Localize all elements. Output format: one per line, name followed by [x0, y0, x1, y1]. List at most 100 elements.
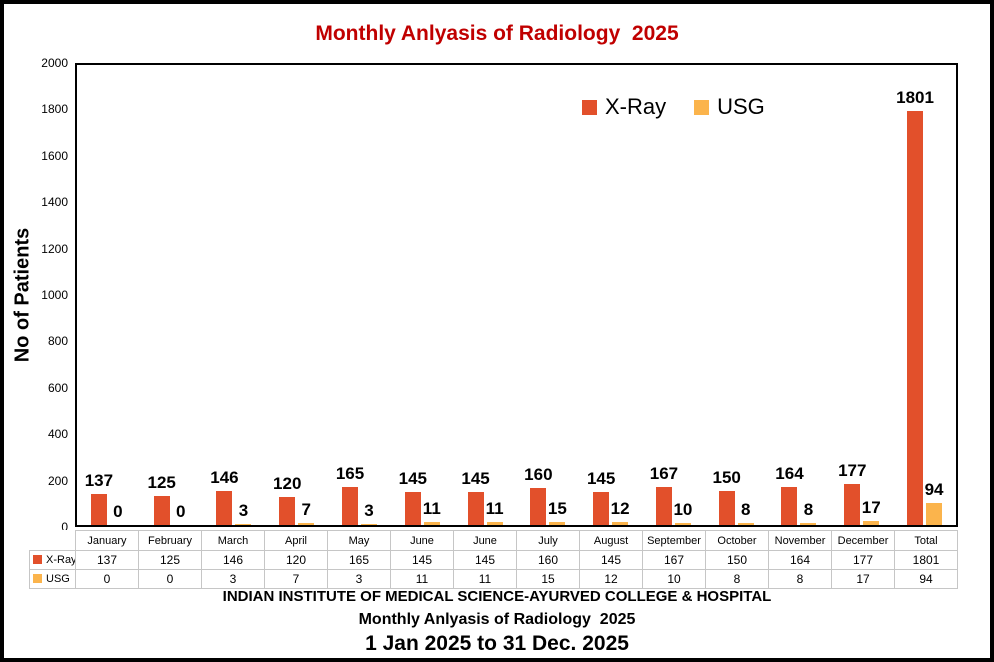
bar-data-label: 15 — [547, 498, 567, 518]
category-august-8: 145 12 — [579, 65, 642, 525]
xray-bar: 160 — [524, 466, 553, 525]
value-cell: 145 — [579, 550, 643, 570]
xray-bar: 150 — [713, 469, 741, 525]
bar-data-label: 164 — [775, 464, 804, 484]
usg-bar: 7 — [298, 501, 315, 525]
usg-table-row: USG 0 0 3 7 3 11 11 15 12 10 8 8 17 94 — [29, 569, 958, 589]
series-row-header: X-Ray — [29, 550, 76, 570]
usg-bar: 17 — [862, 499, 881, 525]
value-cell: 1801 — [894, 550, 958, 570]
y-tick-label: 1600 — [41, 148, 68, 163]
value-cell: 137 — [75, 550, 139, 570]
y-tick-label: 0 — [61, 520, 68, 534]
category-march-2: 146 3 — [203, 65, 266, 525]
bar-data-label: 146 — [210, 468, 239, 488]
bar-data-label: 94 — [924, 480, 944, 500]
xray-bar: 177 — [838, 462, 866, 525]
usg-bar: 11 — [423, 500, 441, 525]
bar-data-label: 125 — [147, 473, 176, 493]
value-cell: 17 — [831, 569, 895, 589]
legend: X-Ray USG — [582, 96, 765, 118]
value-cell: 3 — [201, 569, 265, 589]
value-cell: 7 — [264, 569, 328, 589]
bar-data-label: 7 — [301, 500, 311, 520]
bar-data-label: 150 — [712, 467, 741, 487]
xray-bar: 165 — [336, 465, 364, 525]
legend-item-usg: USG — [694, 96, 765, 118]
bar-data-label: 10 — [673, 499, 693, 519]
value-cell: 145 — [390, 550, 454, 570]
value-cell: 0 — [75, 569, 139, 589]
xray-bar: 145 — [461, 470, 490, 525]
xray-bar: 137 — [85, 472, 113, 525]
category-february-1: 125 0 — [140, 65, 203, 525]
category-april-3: 120 7 — [265, 65, 328, 525]
bar-data-label: 11 — [485, 499, 504, 519]
months-row: January February March April May June June July… — [30, 530, 958, 551]
value-cell: 8 — [705, 569, 769, 589]
xray-bar: 125 — [147, 474, 176, 525]
y-tick-label: 1400 — [41, 195, 68, 210]
bar-data-label: 120 — [273, 474, 302, 494]
bar-data-label: 145 — [586, 468, 616, 488]
xray-bar: 146 — [210, 469, 239, 525]
xray-bar: 1801 — [896, 89, 934, 525]
bar-data-label: 11 — [422, 499, 441, 519]
bar-data-label: 145 — [461, 468, 490, 488]
y-tick-label: 400 — [47, 427, 68, 442]
category-july-7: 160 15 — [516, 65, 579, 525]
xray-bar: 120 — [273, 475, 301, 525]
value-cell: 3 — [327, 569, 391, 589]
y-tick-label: 1200 — [41, 241, 68, 256]
legend-item-xray: X-Ray — [582, 96, 666, 118]
category-september-9: 167 10 — [642, 65, 705, 525]
month-header-cell: October — [705, 530, 769, 551]
value-cell: 167 — [642, 550, 706, 570]
xray-legend-swatch — [582, 99, 597, 115]
month-header-cell: April — [264, 530, 328, 551]
value-cell: 15 — [516, 569, 580, 589]
month-header-cell: June — [390, 530, 454, 551]
month-header-cell: September — [642, 530, 706, 551]
bar-data-label: 8 — [740, 500, 751, 520]
value-cell: 165 — [327, 550, 391, 570]
value-cell: 94 — [894, 569, 958, 589]
xray-bar: 164 — [775, 465, 804, 525]
usg-bar: 3 — [235, 502, 252, 525]
bar-data-label: 167 — [649, 463, 679, 483]
table-corner-blank — [30, 531, 76, 551]
value-cell: 120 — [264, 550, 328, 570]
y-tick-label: 600 — [47, 380, 68, 395]
y-tick-label: 1800 — [41, 102, 68, 117]
category-may-4: 165 3 — [328, 65, 391, 525]
series-row-header: USG — [29, 569, 76, 589]
month-header-cell: November — [768, 530, 832, 551]
bar-data-label: 3 — [238, 501, 249, 521]
bar-data-label: 12 — [610, 499, 630, 519]
category-october-10: 150 8 — [705, 65, 768, 525]
month-header-cell: Total — [894, 530, 958, 551]
plot-area: 137 0 125 0 146 3 120 7 165 3 145 11 145 11 160 15 145 12… — [75, 63, 958, 527]
value-cell: 160 — [516, 550, 580, 570]
month-header-cell: March — [201, 530, 265, 551]
chart-title: Monthly Anlyasis of Radiology 2025 — [315, 22, 679, 45]
y-tick-label: 800 — [47, 334, 68, 349]
bar-data-label: 17 — [861, 498, 881, 518]
month-header-cell: August — [579, 530, 643, 551]
y-tick-label: 1000 — [41, 288, 68, 302]
y-tick-label: 200 — [47, 473, 68, 488]
bar-data-label: 0 — [175, 502, 186, 521]
xray-bar: 145 — [399, 470, 427, 525]
bar-data-label: 8 — [803, 500, 814, 520]
series-swatch-icon — [33, 574, 42, 583]
usg-bar: 12 — [611, 500, 630, 525]
value-cell: 12 — [579, 569, 643, 589]
value-cell: 164 — [768, 550, 832, 570]
xray-legend-label: X-Ray — [605, 94, 667, 119]
footer-date-range: 1 Jan 2025 to 31 Dec. 2025 — [365, 632, 629, 655]
series-swatch-icon — [33, 555, 42, 564]
usg-legend-swatch — [694, 99, 710, 115]
value-cell: 0 — [138, 569, 202, 589]
category-november-11: 164 8 — [768, 65, 831, 525]
